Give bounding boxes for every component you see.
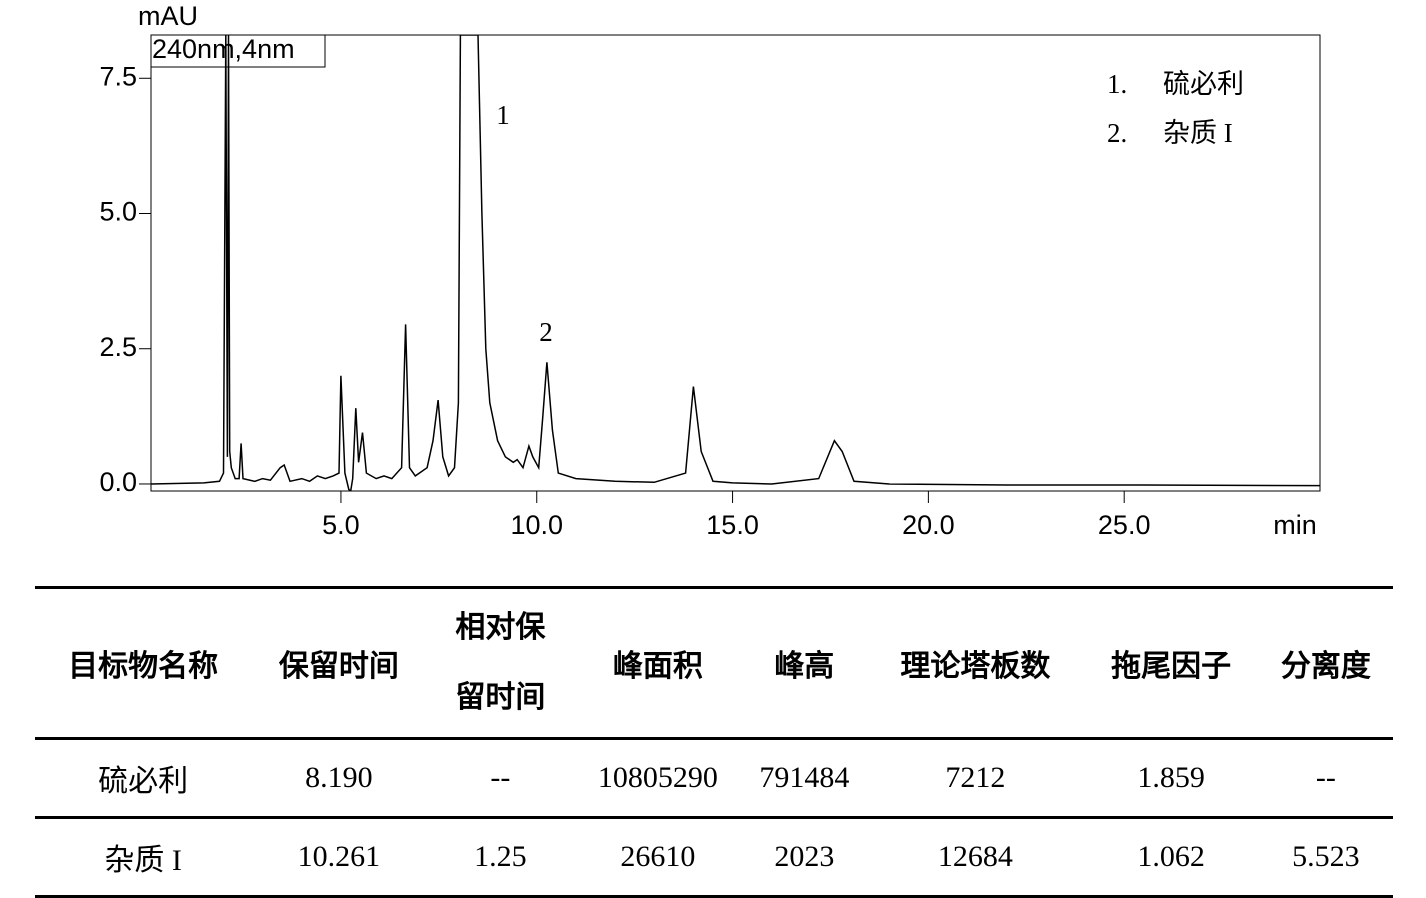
x-tick-label: 25.0 xyxy=(1098,510,1151,540)
channel-box xyxy=(150,34,326,68)
x-axis-label: min xyxy=(1273,510,1317,540)
table-cell: 1.062 xyxy=(1083,817,1259,898)
y-tick-label: 0.0 xyxy=(99,467,137,497)
table-cell: -- xyxy=(426,738,575,819)
y-tick-label: 7.5 xyxy=(99,61,137,91)
y-tick-label: 2.5 xyxy=(99,332,137,362)
chart: mAU min 240nm,4nm 1 2 1. 硫必利 2. 杂质 I 5.0… xyxy=(99,1,1321,540)
header-cell: 峰高 xyxy=(741,586,868,740)
table-cell: 2023 xyxy=(741,817,868,898)
header-text: 目标物名称 xyxy=(68,650,219,683)
table-cell: 791484 xyxy=(741,738,868,819)
table-cell: 8.190 xyxy=(251,738,427,819)
header-cell: 相对保留时间 xyxy=(426,586,575,740)
plot-frame xyxy=(150,34,1321,492)
table-row: 硫必利 8.190 -- 10805290 791484 7212 1.859 -- xyxy=(35,738,1393,819)
header-text: 峰面积 xyxy=(612,650,703,683)
legend-number: 1. xyxy=(1107,69,1127,99)
header-row: 目标物名称 保留时间 相对保留时间 峰面积 峰高 理论塔板数 拖尾因子 分离度 xyxy=(35,586,1393,740)
header-cell: 峰面积 xyxy=(574,586,742,740)
y-tick-label: 5.0 xyxy=(99,197,137,227)
table-cell: 1.859 xyxy=(1083,738,1259,819)
x-tick-label: 10.0 xyxy=(510,510,563,540)
legend-name: 杂质 I xyxy=(1163,118,1233,148)
header-cell: 目标物名称 xyxy=(35,586,252,740)
table-cell: 5.523 xyxy=(1258,817,1393,898)
table-cell: 杂质 I xyxy=(35,817,252,898)
x-tick-label: 15.0 xyxy=(706,510,759,540)
header-cell: 分离度 xyxy=(1258,586,1393,740)
channel-label: 240nm,4nm xyxy=(152,34,295,64)
header-cell: 理论塔板数 xyxy=(867,586,1084,740)
header-text: 分离度 xyxy=(1280,650,1371,683)
table-cell: 7212 xyxy=(867,738,1084,819)
y-axis-label: mAU xyxy=(138,1,198,31)
legend-name: 硫必利 xyxy=(1163,69,1244,99)
x-tick-label: 5.0 xyxy=(322,510,360,540)
x-tick-label: 20.0 xyxy=(902,510,955,540)
table-cell: 10.261 xyxy=(251,817,427,898)
header-text: 保留时间 xyxy=(278,650,399,683)
table-cell: 10805290 xyxy=(574,738,742,819)
peak-label: 1 xyxy=(496,100,510,130)
header-text: 理论塔板数 xyxy=(900,650,1051,683)
header-text: 相对保留时间 xyxy=(455,611,546,714)
table-cell: -- xyxy=(1258,738,1393,819)
table-cell: 1.25 xyxy=(426,817,575,898)
header-cell: 保留时间 xyxy=(251,586,427,740)
table-cell: 26610 xyxy=(574,817,742,898)
peak-label: 2 xyxy=(539,317,553,347)
legend-number: 2. xyxy=(1107,118,1127,148)
table-row: 杂质 I 10.261 1.25 26610 2023 12684 1.062 5.523 xyxy=(35,817,1393,898)
table-cell: 硫必利 xyxy=(35,738,252,819)
header-text: 峰高 xyxy=(774,650,835,683)
results-table: 目标物名称 保留时间 相对保留时间 峰面积 峰高 理论塔板数 拖尾因子 分离度硫必利 8.190… xyxy=(35,586,1393,898)
trace xyxy=(151,35,1320,491)
table-cell: 12684 xyxy=(867,817,1084,898)
header-cell: 拖尾因子 xyxy=(1083,586,1259,740)
header-text: 拖尾因子 xyxy=(1111,650,1232,683)
